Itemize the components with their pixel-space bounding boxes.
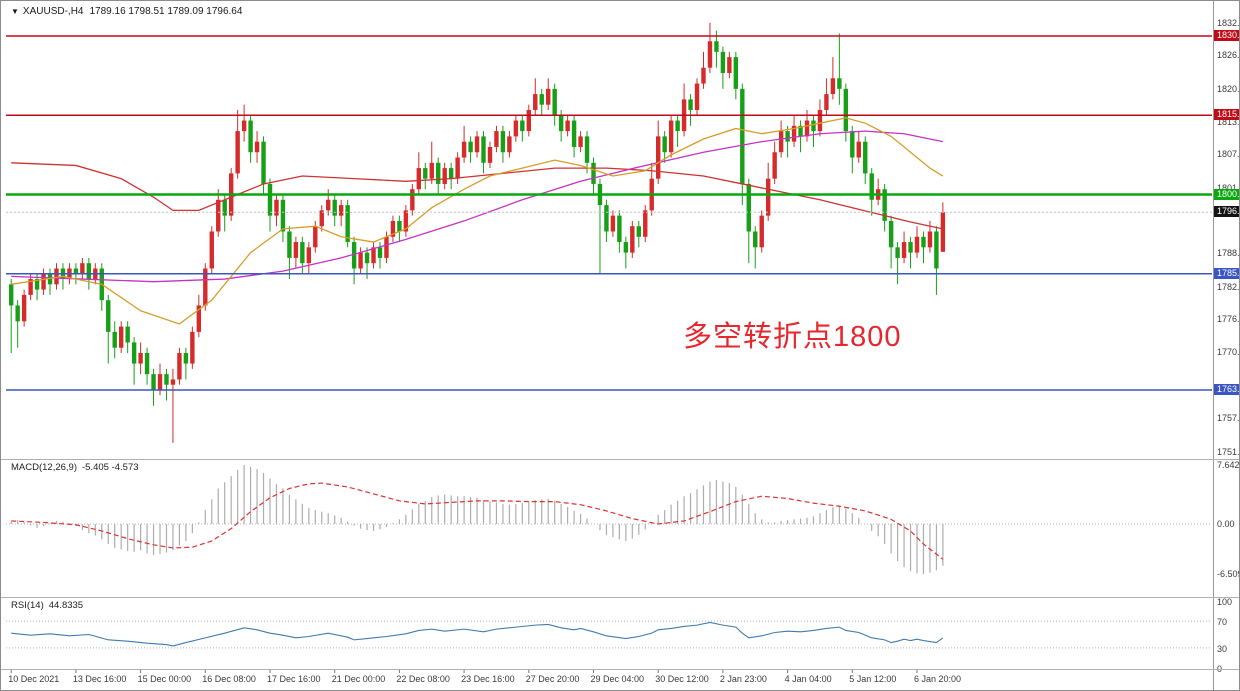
price-level-badge: 1763.00 [1214,384,1239,395]
time-axis-label: 21 Dec 00:00 [331,674,386,684]
rsi-axis-label: 70 [1217,617,1228,628]
price-axis-label: 1776.40 [1217,314,1240,325]
rsi-indicator-label: RSI(14) 44.8335 [11,600,88,611]
price-axis [1213,1,1214,690]
price-level-badge: 1785.00 [1214,267,1239,279]
time-axis-label: 22 Dec 08:00 [396,674,450,684]
price-axis-label: 1770.10 [1217,347,1240,358]
price-axis-label: 1820.05 [1217,83,1240,94]
time-axis-label: 30 Dec 12:00 [655,674,709,684]
time-axis-label: 23 Dec 16:00 [461,674,515,684]
price-axis-label: 1813.75 [1217,116,1240,127]
price-axis-label: 1782.55 [1217,281,1240,292]
time-axis-label: 5 Jan 12:00 [849,674,897,684]
collapse-indicator-icon[interactable]: ▼ [11,7,19,16]
time-axis-label: 2 Jan 23:00 [719,674,767,684]
ohlc-values: 1789.16 1798.51 1789.09 1796.64 [89,6,243,17]
price-axis-label: 1832.50 [1217,17,1240,28]
panel-separator-macd[interactable] [1,459,1239,460]
time-axis-label: 6 Jan 20:00 [914,674,962,684]
rsi-axis-label: 30 [1217,643,1228,654]
symbol-period-label: XAUUSD-,H4 [22,6,84,17]
time-axis-label: 13 Dec 16:00 [72,674,127,684]
price-axis-label: 1757.65 [1217,413,1240,424]
time-axis-label: 17 Dec 16:00 [267,674,321,684]
time-axis-label: 27 Dec 20:00 [525,674,580,684]
price-level-badge: 1815.00 [1214,109,1239,121]
time-axis-label: 15 Dec 00:00 [137,674,192,684]
price-axis-label: 1788.85 [1217,248,1240,259]
rsi-value: 44.8335 [48,600,84,611]
rsi-name: RSI(14) [11,600,44,611]
rsi-axis-label: 100 [1217,597,1233,607]
macd-values: -5.405 -4.573 [82,462,139,473]
macd-indicator-label: MACD(12,26,9) -5.405 -4.573 [11,462,144,473]
price-axis-label: 1826.35 [1217,50,1240,61]
macd-axis-label: 0.00 [1217,519,1235,529]
price-level-badge: 1800.00 [1214,188,1239,200]
price-axis-label: 1751.35 [1217,446,1240,457]
time-axis-label: 10 Dec 2021 [8,674,60,684]
time-axis-label: 4 Jan 04:00 [784,674,832,684]
price-level-badge: 1796.64 [1214,206,1239,218]
chart-annotation-text: 多空转折点1800 [683,321,902,353]
time-axis-separator [1,669,1239,670]
time-axis-label: 29 Dec 04:00 [590,674,645,684]
macd-axis-label: 7.642 [1217,460,1240,470]
macd-axis-label: -6.509 [1217,569,1240,580]
panel-separator-rsi[interactable] [1,597,1239,598]
chart-title: ▼ XAUUSD-,H4 1789.16 1798.51 1789.09 1796.… [11,6,242,17]
price-axis-label: 1807.60 [1217,149,1240,160]
price-axis-label: 1801.30 [1217,183,1239,193]
price-level-badge: 1830.00 [1214,30,1239,41]
time-axis-label: 16 Dec 08:00 [202,674,256,684]
macd-name: MACD(12,26,9) [11,462,77,473]
